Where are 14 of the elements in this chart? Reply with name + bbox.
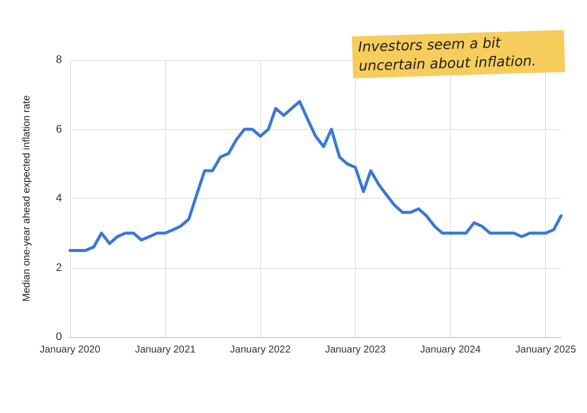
y-axis-title: Median one-year ahead expected inflation rate [22, 94, 32, 302]
y-tick-label: 0 [56, 331, 62, 343]
x-tick-label: January 2020 [40, 344, 101, 356]
y-tick-label: 6 [56, 123, 62, 136]
y-tick-label: 4 [56, 192, 62, 204]
y-tick-label: 2 [56, 262, 62, 274]
x-tick-label: January 2021 [134, 344, 196, 356]
x-tick-label: January 2022 [230, 344, 292, 356]
y-tick-label: 8 [56, 54, 62, 66]
x-tick-label: January 2024 [420, 344, 482, 356]
x-tick-label: January 2023 [325, 344, 386, 356]
line-series [68, 100, 563, 252]
annotation: Investors seem a bit uncertain about inflation. [358, 35, 537, 75]
x-tick-label: January 2025 [515, 344, 576, 356]
